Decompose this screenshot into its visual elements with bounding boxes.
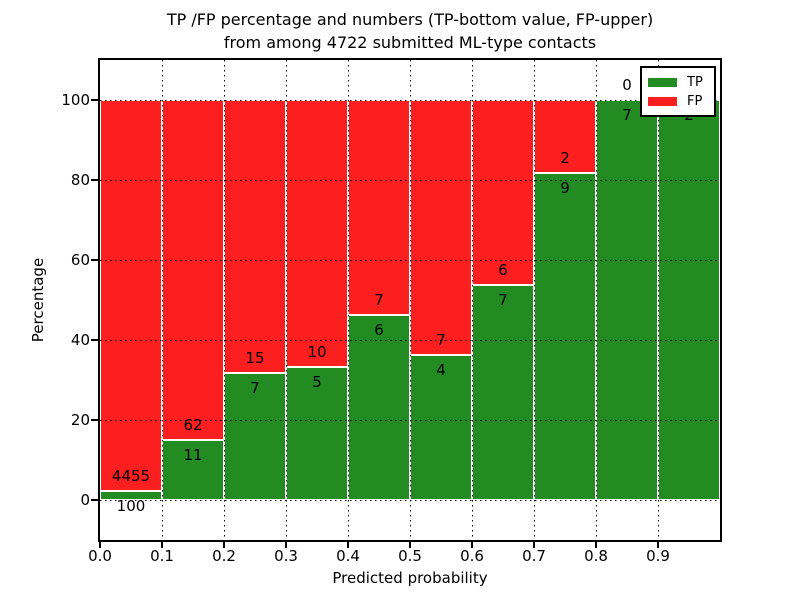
x-tick-mark <box>595 542 597 548</box>
horizontal-gridline <box>100 179 720 181</box>
x-tick-mark <box>657 542 659 548</box>
y-axis-label: Percentage <box>29 257 47 343</box>
vertical-gridline <box>595 60 597 540</box>
x-tick-mark <box>409 542 411 548</box>
fp-bar-segment <box>162 100 224 440</box>
chart-title-line2: from among 4722 submitted ML-type contac… <box>223 33 597 52</box>
vertical-gridline <box>285 60 287 540</box>
x-tick-mark <box>285 542 287 548</box>
y-tick-label: 0 <box>80 491 90 509</box>
chart-title: TP /FP percentage and numbers (TP-bottom… <box>60 8 760 54</box>
y-tick-label: 80 <box>70 171 90 189</box>
tp-bar-segment <box>596 100 658 500</box>
fp-bar-segment <box>472 100 534 285</box>
x-tick-mark <box>223 542 225 548</box>
y-tick-mark <box>91 259 98 261</box>
x-tick-label: 0.1 <box>150 547 174 565</box>
horizontal-gridline <box>100 259 720 261</box>
x-tick-mark <box>471 542 473 548</box>
fp-bar-segment <box>286 100 348 367</box>
y-tick-label: 20 <box>70 411 90 429</box>
legend-label-fp: FP <box>687 94 703 109</box>
fp-count-label: 15 <box>245 348 265 367</box>
tp-bar-segment <box>658 100 720 500</box>
x-tick-label: 0.2 <box>212 547 236 565</box>
fp-bar-segment <box>100 100 162 492</box>
vertical-gridline <box>409 60 411 540</box>
tp-bar-segment <box>348 315 410 500</box>
fp-count-label: 10 <box>307 342 327 361</box>
fp-count-label: 7 <box>374 291 384 310</box>
x-tick-mark <box>533 542 535 548</box>
x-tick-label: 0.5 <box>398 547 422 565</box>
x-tick-label: 0.3 <box>274 547 298 565</box>
y-tick-label: 100 <box>61 91 90 109</box>
plot-area: 44551006211157105767467290702 TP FP <box>98 58 722 542</box>
fp-bar-segment <box>410 100 472 355</box>
tp-count-label: 6 <box>374 321 384 340</box>
fp-count-label: 7 <box>436 330 446 349</box>
y-tick-mark <box>91 339 98 341</box>
vertical-gridline <box>223 60 225 540</box>
vertical-gridline <box>471 60 473 540</box>
horizontal-gridline <box>100 339 720 341</box>
fp-bar-segment <box>224 100 286 373</box>
x-tick-label: 0.6 <box>460 547 484 565</box>
fp-count-label: 0 <box>622 76 632 94</box>
fp-count-label: 2 <box>560 148 570 167</box>
y-tick-mark <box>91 499 98 501</box>
x-tick-label: 0.9 <box>646 547 670 565</box>
x-tick-mark <box>161 542 163 548</box>
x-tick-label: 0.8 <box>584 547 608 565</box>
tp-count-label: 11 <box>183 445 203 464</box>
fp-count-label: 4455 <box>111 467 151 486</box>
x-tick-label: 0.0 <box>88 547 112 565</box>
horizontal-gridline <box>100 99 720 101</box>
tp-count-label: 7 <box>622 106 632 124</box>
y-tick-mark <box>91 99 98 101</box>
legend-label-tp: TP <box>687 75 703 90</box>
y-tick-label: 40 <box>70 331 90 349</box>
plot-inner: 44551006211157105767467290702 <box>100 60 720 540</box>
vertical-gridline <box>347 60 349 540</box>
legend-item-tp: TP <box>648 73 714 92</box>
y-tick-mark <box>91 419 98 421</box>
horizontal-gridline <box>100 419 720 421</box>
y-tick-label: 60 <box>70 251 90 269</box>
fp-count-label: 6 <box>498 260 508 279</box>
tp-count-label: 7 <box>250 378 260 397</box>
chart-title-line1: TP /FP percentage and numbers (TP-bottom… <box>166 10 654 29</box>
vertical-gridline <box>657 60 659 540</box>
x-tick-label: 0.7 <box>522 547 546 565</box>
x-axis-label: Predicted probability <box>332 569 488 587</box>
tp-count-label: 100 <box>116 497 146 516</box>
fp-count-label: 62 <box>183 415 203 434</box>
tp-bar-segment <box>472 284 534 500</box>
tp-count-label: 7 <box>498 290 508 309</box>
x-tick-label: 0.4 <box>336 547 360 565</box>
vertical-gridline <box>533 60 535 540</box>
tp-color-swatch <box>648 78 677 87</box>
legend-item-fp: FP <box>648 92 714 111</box>
x-tick-mark <box>99 542 101 548</box>
x-tick-mark <box>347 542 349 548</box>
tp-count-label: 4 <box>436 360 446 379</box>
fp-bar-segment <box>534 100 596 173</box>
legend: TP FP <box>640 66 716 117</box>
tp-count-label: 5 <box>312 372 322 391</box>
tp-bar-segment <box>224 372 286 500</box>
tp-bar-segment <box>534 172 596 500</box>
horizontal-gridline <box>100 499 720 501</box>
fp-color-swatch <box>648 97 677 106</box>
tp-count-label: 9 <box>560 178 570 197</box>
y-tick-mark <box>91 179 98 181</box>
vertical-gridline <box>161 60 163 540</box>
fp-bar-segment <box>348 100 410 316</box>
